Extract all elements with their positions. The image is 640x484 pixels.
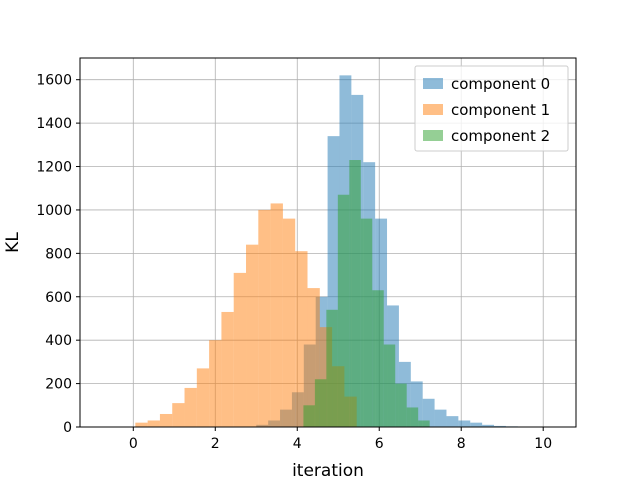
x-tick-label-5: 10: [534, 436, 552, 452]
x-tick-label-4: 8: [457, 436, 466, 452]
legend-label-2: component 2: [451, 127, 550, 145]
y-tick-label-7: 1400: [36, 116, 72, 132]
bar-series-1-bin-2: [160, 414, 172, 427]
bar-series-1-bin-4: [185, 388, 197, 427]
bar-series-2-bin-2: [326, 310, 337, 427]
bar-series-2-bin-4: [349, 160, 360, 427]
bar-series-0-bin-17: [458, 420, 470, 427]
y-tick-label-3: 600: [45, 290, 72, 306]
y-tick-label-4: 800: [45, 246, 72, 262]
bar-series-2-bin-6: [372, 290, 383, 427]
bar-series-1-bin-8: [234, 273, 246, 427]
x-tick-label-2: 4: [293, 436, 302, 452]
legend-label-0: component 0: [451, 75, 550, 93]
legend: component 0 component 1 component 2: [415, 66, 568, 151]
bar-series-0-bin-16: [446, 416, 458, 427]
bar-series-1-bin-7: [221, 312, 233, 427]
bar-series-1-bin-0: [135, 423, 147, 427]
bar-series-1-bin-6: [209, 340, 221, 427]
bar-series-2-bin-9: [407, 407, 418, 427]
bar-series-1-bin-5: [197, 368, 209, 427]
legend-swatch-2: [423, 130, 443, 141]
bar-series-2-bin-8: [395, 384, 406, 427]
bar-series-0-bin-15: [435, 410, 447, 427]
bar-series-2-bin-10: [418, 420, 429, 427]
y-tick-label-8: 1600: [36, 73, 72, 89]
bar-series-1-bin-3: [172, 403, 184, 427]
x-tick-label-3: 6: [375, 436, 384, 452]
y-tick-label-1: 200: [45, 377, 72, 393]
y-tick-label-0: 0: [63, 420, 72, 436]
bar-series-2-bin-7: [384, 345, 395, 427]
y-tick-label-5: 1000: [36, 203, 72, 219]
x-tick-label-1: 2: [211, 436, 220, 452]
bar-series-2-bin-5: [361, 219, 372, 427]
bar-series-0-bin-18: [470, 423, 482, 427]
bar-series-1-bin-9: [246, 245, 258, 427]
bar-series-2-bin-1: [315, 379, 326, 427]
y-tick-label-2: 400: [45, 333, 72, 349]
x-axis-label: iteration: [292, 461, 364, 480]
bar-series-1-bin-11: [271, 203, 283, 427]
bar-series-1-bin-10: [258, 210, 270, 427]
bar-series-2-bin-3: [338, 195, 349, 427]
bar-series-2-bin-0: [303, 405, 314, 427]
legend-label-1: component 1: [451, 101, 550, 119]
y-tick-label-6: 1200: [36, 160, 72, 176]
legend-swatch-1: [423, 104, 443, 115]
legend-swatch-0: [423, 78, 443, 89]
y-axis-label: KL: [3, 232, 23, 253]
bar-series-1-bin-1: [148, 420, 160, 427]
bar-series-1-bin-13: [295, 251, 307, 427]
x-tick-label-0: 0: [129, 436, 138, 452]
bar-series-1-bin-12: [283, 219, 295, 427]
